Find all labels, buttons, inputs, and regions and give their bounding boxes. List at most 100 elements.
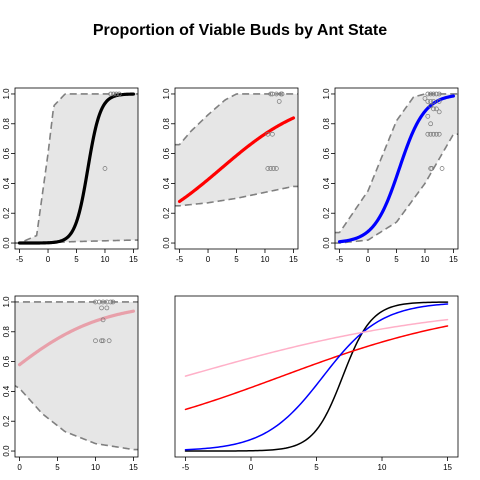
data-point	[99, 305, 104, 311]
data-point	[268, 166, 274, 171]
x-tick-label: 5	[394, 255, 399, 264]
y-tick-label: 0.0	[2, 237, 11, 249]
y-tick-label: 0.2	[2, 415, 11, 427]
y-tick-label: 0.8	[2, 326, 11, 338]
data-point	[268, 91, 274, 97]
plot-frame	[14, 295, 139, 458]
fit-line-series-2	[184, 303, 449, 451]
plot-region	[175, 91, 298, 207]
ci-lower-line	[15, 384, 138, 451]
x-tick-label: -5	[16, 255, 24, 264]
data-point	[274, 166, 279, 171]
ci-upper-line	[175, 93, 298, 146]
y-tick-label: 0.6	[2, 147, 11, 159]
data-point	[431, 106, 436, 112]
data-point	[422, 96, 428, 101]
data-point	[93, 338, 98, 344]
data-point	[108, 299, 114, 305]
y-tick-label: 0.2	[2, 207, 11, 219]
x-tick-label: 15	[443, 463, 452, 472]
x-tick-label: 0	[46, 255, 51, 264]
y-tick-label: 0.4	[322, 177, 331, 189]
plot-region	[335, 91, 458, 244]
ci-lower-line	[15, 239, 138, 244]
y-tick-label: 0.0	[2, 445, 11, 457]
data-point	[265, 131, 271, 137]
ci-lower-line	[335, 133, 458, 244]
y-tick-label: 0.6	[162, 147, 171, 159]
data-point	[431, 131, 436, 137]
data-point	[100, 338, 106, 344]
y-tick-label: 0.8	[162, 118, 171, 130]
data-point	[436, 109, 442, 115]
data-point	[279, 91, 285, 97]
data-point	[425, 113, 431, 119]
data-point	[425, 99, 431, 104]
data-point	[99, 338, 104, 344]
ci-lower-line	[175, 185, 298, 207]
data-point	[104, 305, 110, 311]
fit-line-series-3	[184, 318, 449, 377]
fit-line-series-0	[17, 92, 136, 245]
y-tick-label: 0.4	[2, 385, 11, 397]
y-tick-label: 0.2	[322, 207, 331, 219]
y-tick-label: 0.6	[2, 355, 11, 367]
panel-bottom-right: -5 0 5 10 15	[174, 295, 459, 472]
x-tick-label: 15	[129, 463, 138, 472]
data-point	[276, 99, 282, 104]
x-tick-label: 15	[289, 255, 298, 264]
data-point	[434, 91, 439, 97]
plot-region	[15, 299, 138, 451]
x-tick-label: -5	[176, 255, 184, 264]
data-point	[100, 317, 106, 323]
data-point	[110, 299, 116, 305]
y-tick-label: 0.4	[162, 177, 171, 189]
confidence-band	[15, 93, 138, 244]
data-point	[271, 166, 276, 171]
x-tick-label: 0	[206, 255, 211, 264]
panel-bottom-left: 0 5 10 15 0.0 0.2 0.4 0.6 0.8 1.0	[2, 295, 139, 472]
data-point	[428, 99, 434, 104]
fit-line-series-0	[17, 309, 136, 367]
y-tick-label: 0.8	[322, 118, 331, 130]
data-point	[428, 121, 434, 127]
x-tick-label: 0	[249, 463, 254, 472]
data-point	[429, 166, 435, 171]
plot-frame	[174, 295, 459, 458]
x-tick-label: 15	[449, 255, 458, 264]
panel-top-right: -5 0 5 10 15 0.0 0.2 0.4 0.6 0.8 1.0	[322, 87, 458, 264]
data-point	[436, 99, 442, 104]
data-point	[265, 166, 271, 171]
data-point	[106, 338, 112, 344]
data-point	[108, 91, 114, 97]
x-tick-label: 10	[261, 255, 270, 264]
data-point	[436, 91, 442, 97]
plot-region	[184, 301, 449, 452]
data-point	[434, 106, 439, 112]
y-tick-label: 0.2	[162, 207, 171, 219]
x-tick-label: 5	[314, 463, 319, 472]
y-tick-label: 0.0	[322, 237, 331, 249]
x-tick-label: 10	[421, 255, 430, 264]
data-point	[431, 91, 436, 97]
data-point	[274, 91, 279, 97]
data-point	[431, 99, 436, 104]
x-tick-label: 0	[366, 255, 371, 264]
data-point	[425, 91, 431, 97]
data-point	[428, 131, 434, 137]
y-tick-label: 0.6	[322, 147, 331, 159]
y-tick-label: 1.0	[2, 296, 11, 308]
y-tick-label: 1.0	[162, 88, 171, 100]
y-tick-label: 0.0	[162, 237, 171, 249]
confidence-band	[15, 301, 138, 450]
data-point	[428, 103, 434, 109]
data-point	[428, 91, 434, 97]
data-point	[111, 91, 116, 97]
x-tick-label: 10	[91, 463, 100, 472]
data-point	[434, 131, 439, 137]
x-tick-label: 10	[101, 255, 110, 264]
x-tick-label: -5	[336, 255, 344, 264]
data-point	[439, 166, 445, 171]
fit-line-series-1	[184, 325, 449, 411]
plot-region	[15, 91, 138, 245]
